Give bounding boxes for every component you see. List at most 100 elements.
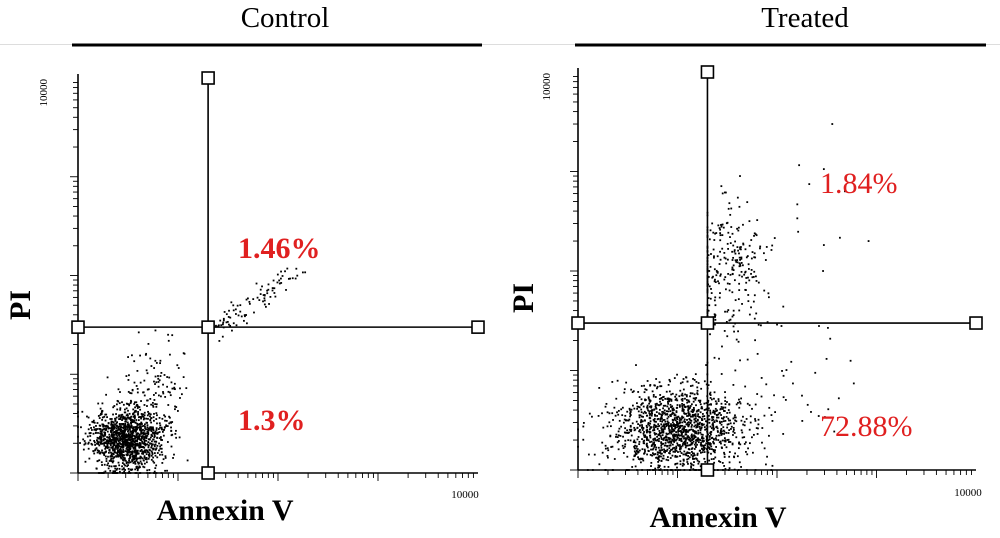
control-scatter-point: [142, 418, 145, 421]
treated-gate-handle[interactable]: [571, 316, 585, 330]
control-scatter-point: [259, 288, 262, 291]
treated-scatter-point: [582, 438, 585, 441]
treated-scatter-point: [692, 468, 695, 471]
control-gate-handle[interactable]: [471, 320, 485, 334]
treated-gate-handle[interactable]: [700, 65, 715, 79]
treated-scatter-point: [638, 440, 641, 443]
control-scatter-point: [130, 399, 132, 402]
control-scatter-point: [135, 459, 138, 462]
treated-scatter-point: [662, 431, 665, 434]
treated-scatter-point: [693, 437, 696, 439]
treated-scatter-point: [690, 403, 693, 406]
treated-scatter-point: [593, 453, 596, 456]
treated-scatter-point: [681, 464, 684, 467]
treated-scatter-point: [780, 325, 783, 327]
treated-scatter-point: [673, 441, 676, 443]
treated-scatter-point: [663, 450, 665, 453]
control-scatter-point: [141, 463, 143, 466]
control-scatter-point: [267, 283, 270, 286]
treated-scatter-point: [681, 409, 684, 412]
control-scatter-point: [119, 456, 122, 459]
treated-scatter-point: [719, 234, 722, 237]
treated-scatter-point: [618, 427, 621, 430]
control-gate-handle[interactable]: [201, 320, 215, 334]
treated-scatter-point: [688, 418, 691, 420]
treated-scatter-point: [617, 413, 620, 416]
treated-scatter-point: [726, 412, 729, 414]
treated-scatter-point: [719, 422, 722, 424]
treated-scatter-point: [647, 439, 650, 442]
control-scatter-point: [124, 408, 126, 411]
treated-scatter-point: [640, 398, 643, 401]
treated-scatter-point: [582, 421, 585, 424]
control-scatter-point: [129, 453, 132, 456]
control-scatter-point: [81, 410, 84, 413]
control-scatter-point: [120, 415, 122, 418]
treated-scatter-point: [661, 430, 664, 433]
treated-scatter-point: [660, 446, 663, 449]
treated-scatter-point: [740, 419, 743, 422]
treated-scatter-point: [753, 232, 756, 235]
control-scatter-point: [112, 433, 115, 436]
treated-scatter-point: [639, 429, 641, 431]
treated-scatter-point: [721, 192, 724, 195]
control-scatter-point: [130, 415, 133, 418]
treated-scatter-point: [653, 443, 655, 445]
treated-scatter-point: [607, 449, 610, 452]
control-gate-handle[interactable]: [201, 466, 215, 480]
treated-scatter-point: [661, 420, 664, 423]
treated-scatter-point: [733, 422, 735, 425]
treated-scatter-point: [654, 403, 657, 405]
treated-scatter-point: [676, 434, 679, 437]
treated-scatter-point: [707, 439, 710, 442]
treated-scatter-point: [638, 396, 641, 398]
control-scatter-point: [153, 399, 156, 401]
control-scatter-point: [113, 439, 116, 442]
treated-scatter-point: [689, 385, 692, 387]
control-scatter-point: [120, 414, 123, 417]
treated-scatter-point: [713, 420, 716, 423]
treated-scatter-point: [817, 415, 820, 417]
treated-scatter-point: [734, 240, 737, 243]
control-gate-handle[interactable]: [201, 71, 215, 85]
control-scatter-point: [133, 403, 136, 405]
treated-x-axis-label: Annexin V: [650, 501, 787, 534]
control-gate-handle[interactable]: [71, 320, 85, 334]
treated-scatter-point: [746, 358, 749, 361]
treated-dot-layer: [577, 123, 870, 471]
control-scatter-point: [137, 331, 140, 334]
treated-scatter-point: [624, 427, 627, 430]
treated-scatter-point: [623, 391, 626, 394]
treated-scatter-point: [712, 428, 715, 431]
control-scatter-point: [109, 430, 112, 432]
treated-scatter-point: [718, 460, 720, 463]
treated-scatter-point: [729, 318, 732, 321]
treated-scatter-point: [723, 430, 726, 433]
treated-gate-handle[interactable]: [969, 316, 983, 330]
treated-gate-handle[interactable]: [700, 463, 715, 477]
treated-scatter-point: [709, 393, 711, 395]
control-scatter-point: [142, 415, 145, 418]
treated-scatter-point: [679, 382, 682, 385]
control-scatter-point: [149, 357, 152, 360]
treated-scatter-point: [626, 455, 629, 458]
treated-gate-handle[interactable]: [700, 316, 715, 330]
control-scatter-point: [89, 435, 92, 437]
treated-scatter-point: [739, 402, 742, 405]
treated-scatter-point: [616, 411, 618, 414]
control-scatter-point: [155, 432, 158, 435]
treated-scatter-point: [748, 313, 751, 316]
treated-scatter-point: [801, 420, 804, 422]
control-scatter-point: [280, 277, 282, 280]
treated-scatter-point: [712, 416, 715, 418]
control-scatter-point: [146, 424, 149, 427]
treated-scatter-point: [761, 441, 763, 444]
treated-scatter-point: [665, 410, 668, 413]
treated-scatter-point: [782, 433, 785, 435]
treated-scatter-point: [662, 457, 665, 460]
treated-scatter-point: [693, 454, 696, 457]
treated-scatter-point: [771, 464, 774, 467]
treated-scatter-point: [723, 456, 726, 458]
control-scatter-point: [144, 435, 147, 437]
control-scatter-point: [222, 317, 225, 320]
